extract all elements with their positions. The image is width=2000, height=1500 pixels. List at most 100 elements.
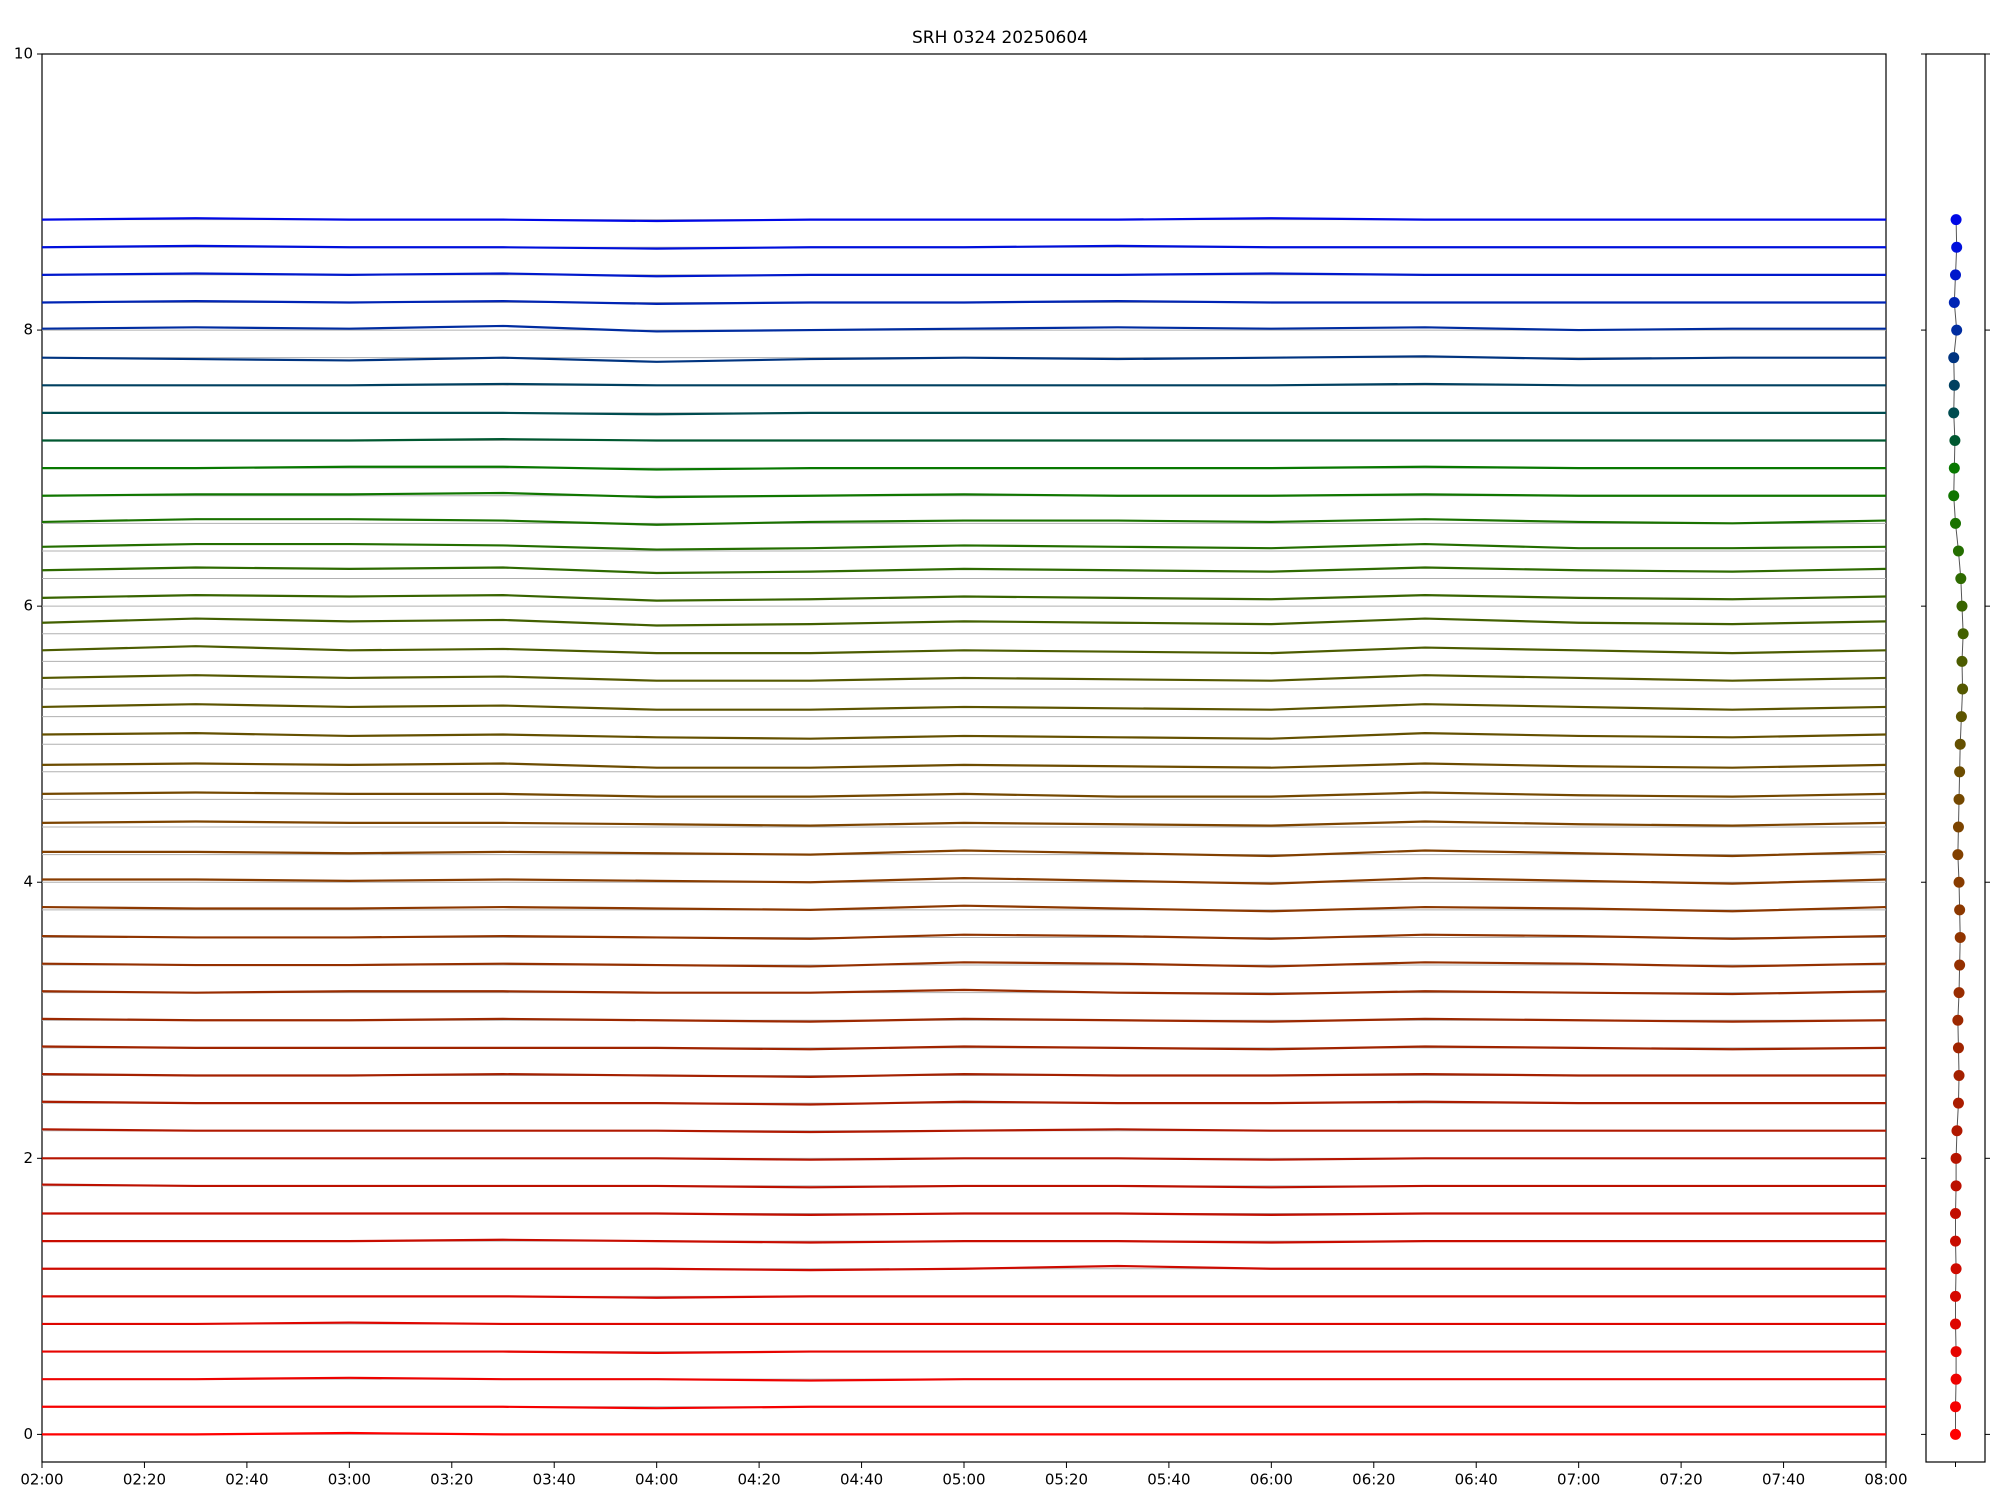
y-tick-label: 10 [14,45,33,63]
side-dot [1954,904,1966,916]
x-tick-label: 03:40 [533,1471,576,1489]
trace [41,933,1887,940]
side-dot [1950,1401,1961,1413]
side-dot [1950,517,1961,529]
trace [41,594,1887,602]
trace [41,674,1887,682]
side-dot [1950,269,1961,281]
trace [42,876,1887,885]
side-dot [1950,1263,1962,1275]
side-dot [1953,987,1965,999]
trace [42,1238,1886,1244]
x-tick-label: 05:40 [1147,1471,1190,1489]
side-dot [1954,959,1966,971]
x-tick-label: 07:00 [1557,1471,1600,1489]
x-tick-label: 07:40 [1762,1471,1805,1489]
trace [42,1321,1886,1326]
side-dot [1951,1125,1963,1137]
trace [41,1073,1886,1078]
side-dot [1950,1346,1962,1358]
trace [42,438,1886,442]
plot-frame [41,53,1887,1463]
trace [41,1045,1887,1051]
chart-title: SRH 0324 20250604 [912,28,1088,48]
trace [41,299,1886,305]
x-tick-label: 07:20 [1659,1471,1702,1489]
side-dot [1951,241,1963,253]
side-dot [1951,324,1963,336]
trace [41,1100,1886,1106]
side-dot [1954,931,1966,943]
trace [41,272,1886,278]
x-tick-label: 03:00 [328,1471,371,1489]
x-tick-label: 05:00 [942,1471,985,1489]
trace [41,762,1887,769]
trace [41,645,1887,655]
trace [41,732,1887,740]
x-tick-label: 05:20 [1045,1471,1088,1489]
x-tick-label: 03:20 [430,1471,473,1489]
trace [42,411,1886,416]
side-dot [1948,296,1960,308]
side-dot [1955,573,1967,585]
side-dot [1953,793,1965,805]
trace [42,1157,1886,1161]
trace [41,1017,1887,1023]
side-dot [1950,1373,1962,1385]
trace [41,244,1886,250]
trace [41,1183,1886,1189]
side-dot [1957,628,1969,640]
trace [42,1376,1886,1382]
side-dot [1949,435,1961,447]
trace [42,1431,1886,1436]
trace [41,518,1887,526]
x-tick-label: 02:40 [225,1471,268,1489]
side-dot [1952,849,1964,861]
side-dot [1948,379,1960,391]
side-dot [1956,655,1968,667]
side-dot [1956,600,1968,612]
side-dot [1950,1208,1961,1220]
x-tick-label: 06:00 [1250,1471,1293,1489]
side-dot [1950,214,1962,226]
side-dot [1954,738,1966,750]
y-tick-label: 0 [23,1425,33,1443]
side-dot [1952,1097,1964,1109]
trace [42,1405,1886,1410]
y-tick-label: 2 [23,1149,33,1167]
trace [42,1350,1886,1355]
x-tick-label: 04:00 [635,1471,678,1489]
side-dot [1950,1290,1961,1302]
trace [41,1128,1886,1134]
trace [42,1295,1886,1299]
trace [41,617,1887,627]
side-dot [1952,1014,1964,1026]
side-dot [1952,545,1964,557]
x-tick-label: 04:20 [737,1471,780,1489]
x-tick-label: 04:40 [840,1471,883,1489]
y-tick-label: 8 [23,321,33,339]
trace [41,820,1887,827]
trace [41,961,1887,968]
side-dot [1948,490,1960,502]
side-dot [1954,766,1966,778]
side-dot [1952,821,1964,833]
trace [41,904,1887,913]
trace [42,1264,1886,1272]
side-dot [1950,1180,1962,1192]
trace [42,1212,1886,1217]
trace [42,382,1886,387]
x-tick-label: 08:00 [1864,1471,1907,1489]
trace [42,465,1886,471]
y-tick-label: 6 [23,597,33,615]
side-dot [1950,1318,1961,1330]
side-dot [1950,1235,1961,1247]
side-dot [1955,711,1967,723]
side-dot [1953,1069,1965,1081]
trace [41,355,1886,363]
trace [41,217,1886,223]
side-dot [1950,1428,1961,1440]
x-tick-label: 02:00 [20,1471,63,1489]
